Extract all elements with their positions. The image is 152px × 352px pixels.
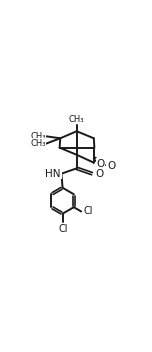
Text: O: O	[96, 159, 105, 169]
Text: CH₃: CH₃	[30, 139, 45, 148]
Text: Cl: Cl	[84, 206, 93, 216]
Text: O: O	[108, 161, 116, 171]
Text: CH₃: CH₃	[30, 132, 45, 141]
Text: O: O	[95, 169, 104, 178]
Text: CH₃: CH₃	[69, 114, 85, 124]
Text: Cl: Cl	[58, 224, 68, 234]
Text: HN: HN	[45, 169, 61, 178]
